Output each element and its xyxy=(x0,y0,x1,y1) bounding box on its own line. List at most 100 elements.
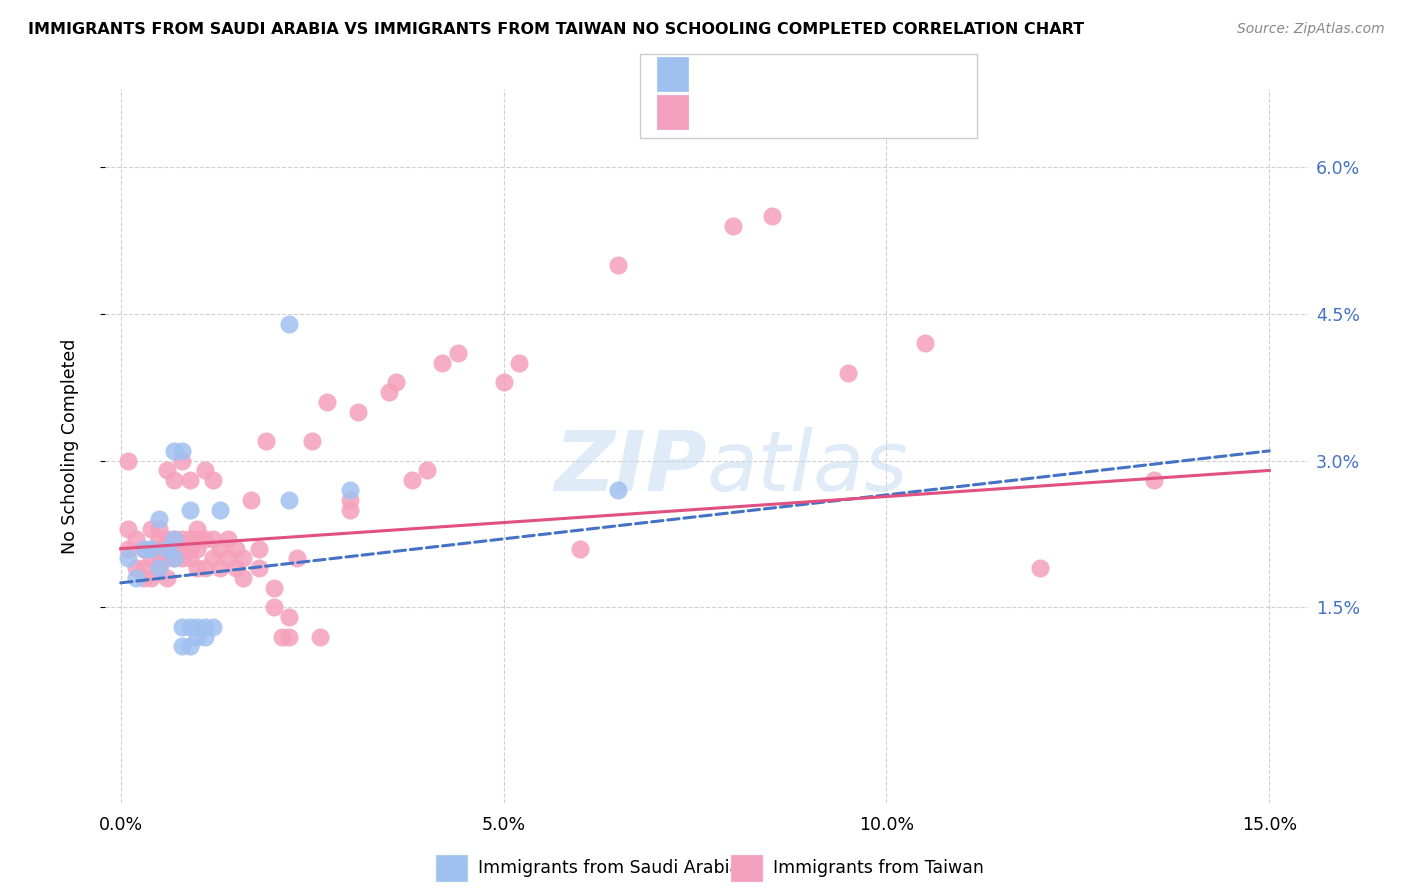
Point xyxy=(132,571,155,585)
Point xyxy=(508,356,530,370)
Point xyxy=(278,317,301,331)
Point xyxy=(232,551,254,566)
Point xyxy=(225,541,247,556)
Point xyxy=(263,581,285,595)
Point xyxy=(1143,473,1166,487)
Point xyxy=(156,463,179,477)
Point xyxy=(141,551,163,566)
Point xyxy=(170,453,193,467)
Point xyxy=(117,522,139,536)
Point xyxy=(492,376,515,390)
Y-axis label: No Schooling Completed: No Schooling Completed xyxy=(60,338,79,554)
Point xyxy=(186,532,208,546)
Point xyxy=(194,463,217,477)
Point xyxy=(569,541,592,556)
Point xyxy=(170,532,193,546)
Point xyxy=(201,620,224,634)
Point xyxy=(607,258,630,272)
Text: Source: ZipAtlas.com: Source: ZipAtlas.com xyxy=(1237,22,1385,37)
Point xyxy=(156,551,179,566)
Point xyxy=(117,551,139,566)
Point xyxy=(194,561,217,575)
Point xyxy=(148,551,170,566)
Point xyxy=(156,541,179,556)
Point xyxy=(117,541,139,556)
Point xyxy=(148,522,170,536)
Point xyxy=(186,522,208,536)
Point xyxy=(385,376,408,390)
Point xyxy=(141,541,163,556)
Point xyxy=(132,541,155,556)
Text: 84: 84 xyxy=(853,103,879,121)
Point xyxy=(179,473,201,487)
Text: IMMIGRANTS FROM SAUDI ARABIA VS IMMIGRANTS FROM TAIWAN NO SCHOOLING COMPLETED CO: IMMIGRANTS FROM SAUDI ARABIA VS IMMIGRAN… xyxy=(28,22,1084,37)
Text: ZIP: ZIP xyxy=(554,427,707,508)
Point xyxy=(316,395,339,409)
Point xyxy=(339,492,361,507)
Point xyxy=(416,463,439,477)
Point xyxy=(339,502,361,516)
Text: 26: 26 xyxy=(853,65,879,83)
Text: atlas: atlas xyxy=(707,427,908,508)
Point xyxy=(163,473,186,487)
Point xyxy=(179,640,201,654)
Point xyxy=(156,541,179,556)
Point xyxy=(163,443,186,458)
Text: N =: N = xyxy=(811,65,851,83)
Point xyxy=(117,453,139,467)
Point xyxy=(339,483,361,497)
Point xyxy=(209,541,232,556)
Point xyxy=(179,620,201,634)
Point xyxy=(209,502,232,516)
Point xyxy=(179,551,201,566)
Point xyxy=(186,541,208,556)
Point xyxy=(186,561,208,575)
Point xyxy=(232,571,254,585)
Point xyxy=(141,522,163,536)
Point xyxy=(432,356,454,370)
Point xyxy=(148,561,170,575)
Point xyxy=(179,541,201,556)
Point xyxy=(132,561,155,575)
Point xyxy=(254,434,277,449)
Point xyxy=(179,532,201,546)
Point xyxy=(201,551,224,566)
Text: R =: R = xyxy=(699,103,738,121)
Point xyxy=(217,551,239,566)
Point xyxy=(170,620,193,634)
Point xyxy=(1028,561,1050,575)
Point xyxy=(179,502,201,516)
Point xyxy=(170,443,193,458)
Point xyxy=(186,630,208,644)
Point xyxy=(125,532,148,546)
Text: 0.101: 0.101 xyxy=(741,103,792,121)
Point xyxy=(156,532,179,546)
Point xyxy=(163,532,186,546)
Point xyxy=(163,541,186,556)
Point xyxy=(914,336,936,351)
Point xyxy=(377,385,399,400)
Point xyxy=(132,541,155,556)
Point xyxy=(447,346,470,360)
Point xyxy=(201,532,224,546)
Point xyxy=(209,561,232,575)
Point xyxy=(308,630,330,644)
Point xyxy=(285,551,308,566)
Point xyxy=(170,541,193,556)
Text: 0.105: 0.105 xyxy=(741,65,792,83)
Point xyxy=(148,532,170,546)
Point xyxy=(278,492,301,507)
Point xyxy=(761,209,783,223)
Point xyxy=(141,571,163,585)
Point xyxy=(278,610,301,624)
Point xyxy=(607,483,630,497)
Point xyxy=(163,551,186,566)
Point xyxy=(156,571,179,585)
Point xyxy=(186,620,208,634)
Text: N =: N = xyxy=(811,103,851,121)
Point xyxy=(125,561,148,575)
Point xyxy=(723,219,745,233)
Text: R =: R = xyxy=(699,65,738,83)
Text: Immigrants from Taiwan: Immigrants from Taiwan xyxy=(773,859,984,877)
Point xyxy=(170,640,193,654)
